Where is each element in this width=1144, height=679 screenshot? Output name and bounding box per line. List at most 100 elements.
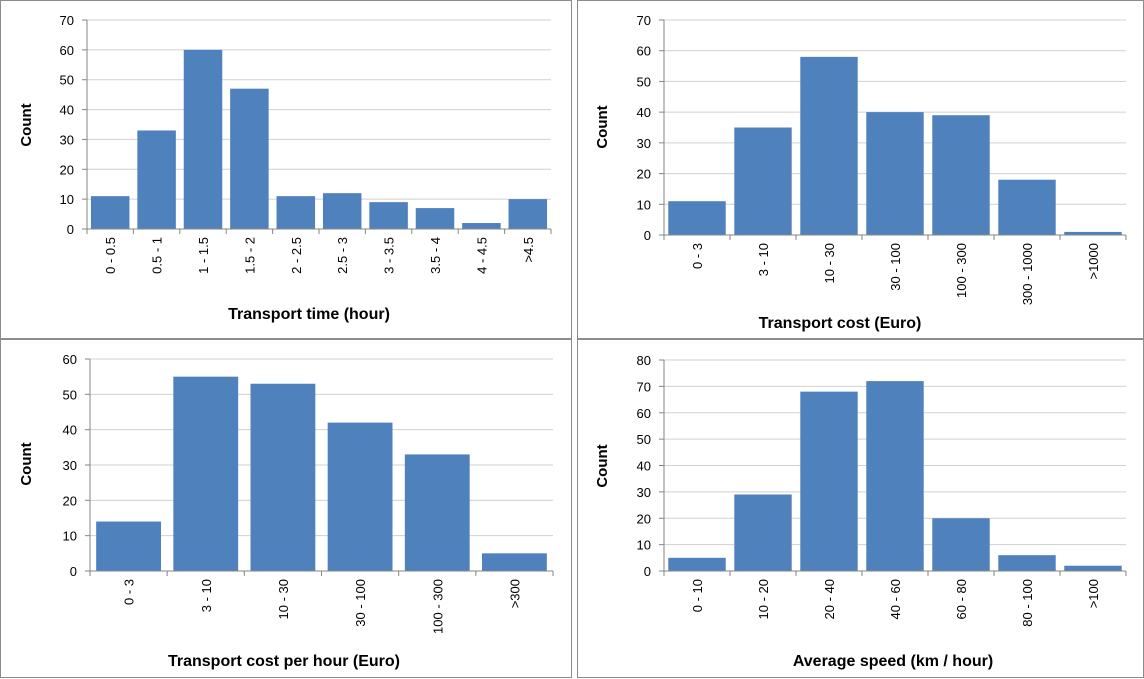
chart-panel-transport-time: 0 10 20 30 40 50 60 70 0 - 0.5 0.5 - 1 1 - 1.5 1.5 … [0, 0, 572, 339]
x-tick-label: 3 - 10 [756, 243, 771, 276]
y-tick-label: 0 [644, 564, 651, 579]
y-tick-label: 70 [637, 379, 651, 394]
bar [734, 494, 792, 571]
bar [462, 223, 501, 229]
x-tick-label: 0 - 0.5 [103, 237, 118, 274]
y-tick-label: 20 [60, 162, 74, 177]
y-tick-label: 0 [70, 564, 77, 579]
x-axis-title: Transport time (hour) [228, 306, 390, 323]
x-tick-label: 60 - 80 [954, 579, 969, 619]
x-tick-label: 4 - 4.5 [474, 237, 489, 274]
bar [96, 521, 161, 571]
x-tick-label: 1 - 1.5 [196, 237, 211, 274]
bar [932, 518, 990, 571]
bar [369, 202, 408, 229]
y-tick-label: 60 [60, 43, 74, 58]
x-axis-title: Transport cost per hour (Euro) [168, 653, 400, 670]
x-tick-label: >4.5 [521, 237, 536, 263]
y-tick-label: 60 [63, 352, 77, 367]
bar [404, 454, 470, 571]
bar [800, 56, 858, 235]
bar [183, 49, 223, 229]
x-tick-label: 3 - 3.5 [382, 237, 397, 274]
bar [173, 376, 239, 571]
x-tick-label: 300 - 1000 [1020, 243, 1035, 305]
x-tick-label: >300 [507, 579, 522, 608]
y-tick-label: 50 [60, 73, 74, 88]
chart-panel-average-speed: 0 10 20 30 40 50 60 70 80 0 - 10 10 - 20 20 - 40 40 … [577, 339, 1144, 678]
y-tick-label: 20 [637, 511, 651, 526]
x-axis-title: Average speed (km / hour) [793, 653, 993, 670]
y-tick-label: 0 [67, 222, 74, 237]
x-tick-label: 3.5 - 4 [428, 237, 443, 274]
bar [932, 115, 990, 235]
x-tick-label: 30 - 100 [353, 579, 368, 627]
bar [327, 422, 393, 571]
y-tick-label: 20 [63, 493, 77, 508]
chart-transport-time: 0 10 20 30 40 50 60 70 0 - 0.5 0.5 - 1 1 - 1.5 1.5 … [18, 13, 552, 323]
bar [250, 383, 316, 571]
x-tick-label: 0.5 - 1 [150, 237, 165, 274]
chart-panel-transport-cost-per-hour: 0 10 20 30 40 50 60 0 - 3 3 - 10 10 - 30 30 - 100 1… [0, 339, 572, 678]
bar [322, 193, 362, 229]
bar [800, 391, 858, 571]
bar [668, 557, 726, 571]
bar [734, 127, 792, 235]
y-tick-label: 10 [63, 529, 77, 544]
x-tick-label: 100 - 300 [430, 579, 445, 634]
bar [276, 196, 316, 229]
y-tick-label: 40 [63, 423, 77, 438]
x-tick-label: 3 - 10 [199, 579, 214, 612]
y-tick-label: 80 [637, 353, 651, 368]
y-tick-label: 60 [637, 406, 651, 421]
bar [508, 199, 548, 229]
y-tick-label: 40 [637, 105, 651, 120]
x-tick-label: 10 - 20 [756, 579, 771, 619]
x-tick-label: 0 - 3 [122, 579, 137, 605]
y-tick-label: 60 [637, 44, 651, 59]
chart-average-speed: 0 10 20 30 40 50 60 70 80 0 - 10 10 - 20 20 - 40 40 … [594, 353, 1127, 670]
x-tick-label: 100 - 300 [954, 243, 969, 298]
y-tick-label: 10 [637, 197, 651, 212]
x-tick-label: 40 - 60 [888, 579, 903, 619]
y-tick-label: 40 [637, 459, 651, 474]
y-axis-title: Count [18, 442, 35, 485]
x-axis-title: Transport cost (Euro) [759, 315, 922, 332]
bar [1064, 565, 1122, 571]
y-tick-label: 50 [637, 432, 651, 447]
bar [998, 179, 1056, 235]
x-tick-label: 1.5 - 2 [242, 237, 257, 274]
x-tick-label: 0 - 3 [690, 243, 705, 269]
x-tick-label: 80 - 100 [1020, 579, 1035, 627]
y-tick-label: 40 [60, 103, 74, 118]
y-tick-label: 70 [60, 13, 74, 28]
x-tick-label: 2.5 - 3 [335, 237, 350, 274]
bar [866, 112, 924, 235]
y-tick-label: 0 [644, 228, 651, 243]
bar [998, 555, 1056, 571]
bar [90, 196, 130, 229]
x-tick-label: 10 - 30 [276, 579, 291, 619]
y-tick-label: 50 [63, 387, 77, 402]
x-tick-label: >1000 [1086, 243, 1101, 280]
y-axis-title: Count [18, 103, 35, 146]
bar [668, 201, 726, 235]
chart-panel-transport-cost: 0 10 20 30 40 50 60 70 0 - 3 3 - 10 10 - 30 30 - 10… [577, 0, 1144, 339]
y-tick-label: 50 [637, 74, 651, 89]
y-axis-title: Count [594, 105, 611, 148]
x-tick-label: 2 - 2.5 [289, 237, 304, 274]
y-tick-label: 10 [637, 538, 651, 553]
chart-transport-cost-per-hour: 0 10 20 30 40 50 60 0 - 3 3 - 10 10 - 30 30 - 100 1… [18, 352, 554, 670]
chart-transport-cost: 0 10 20 30 40 50 60 70 0 - 3 3 - 10 10 - 30 30 - 10… [594, 13, 1127, 332]
bar [1064, 231, 1122, 235]
bar [482, 553, 547, 571]
y-tick-label: 30 [63, 458, 77, 473]
y-tick-label: 20 [637, 167, 651, 182]
y-axis-title: Count [594, 444, 611, 487]
y-tick-label: 30 [637, 485, 651, 500]
x-tick-label: >100 [1086, 579, 1101, 608]
y-tick-label: 30 [637, 136, 651, 151]
y-tick-label: 10 [60, 192, 74, 207]
bar [415, 208, 455, 229]
y-tick-label: 30 [60, 132, 74, 147]
